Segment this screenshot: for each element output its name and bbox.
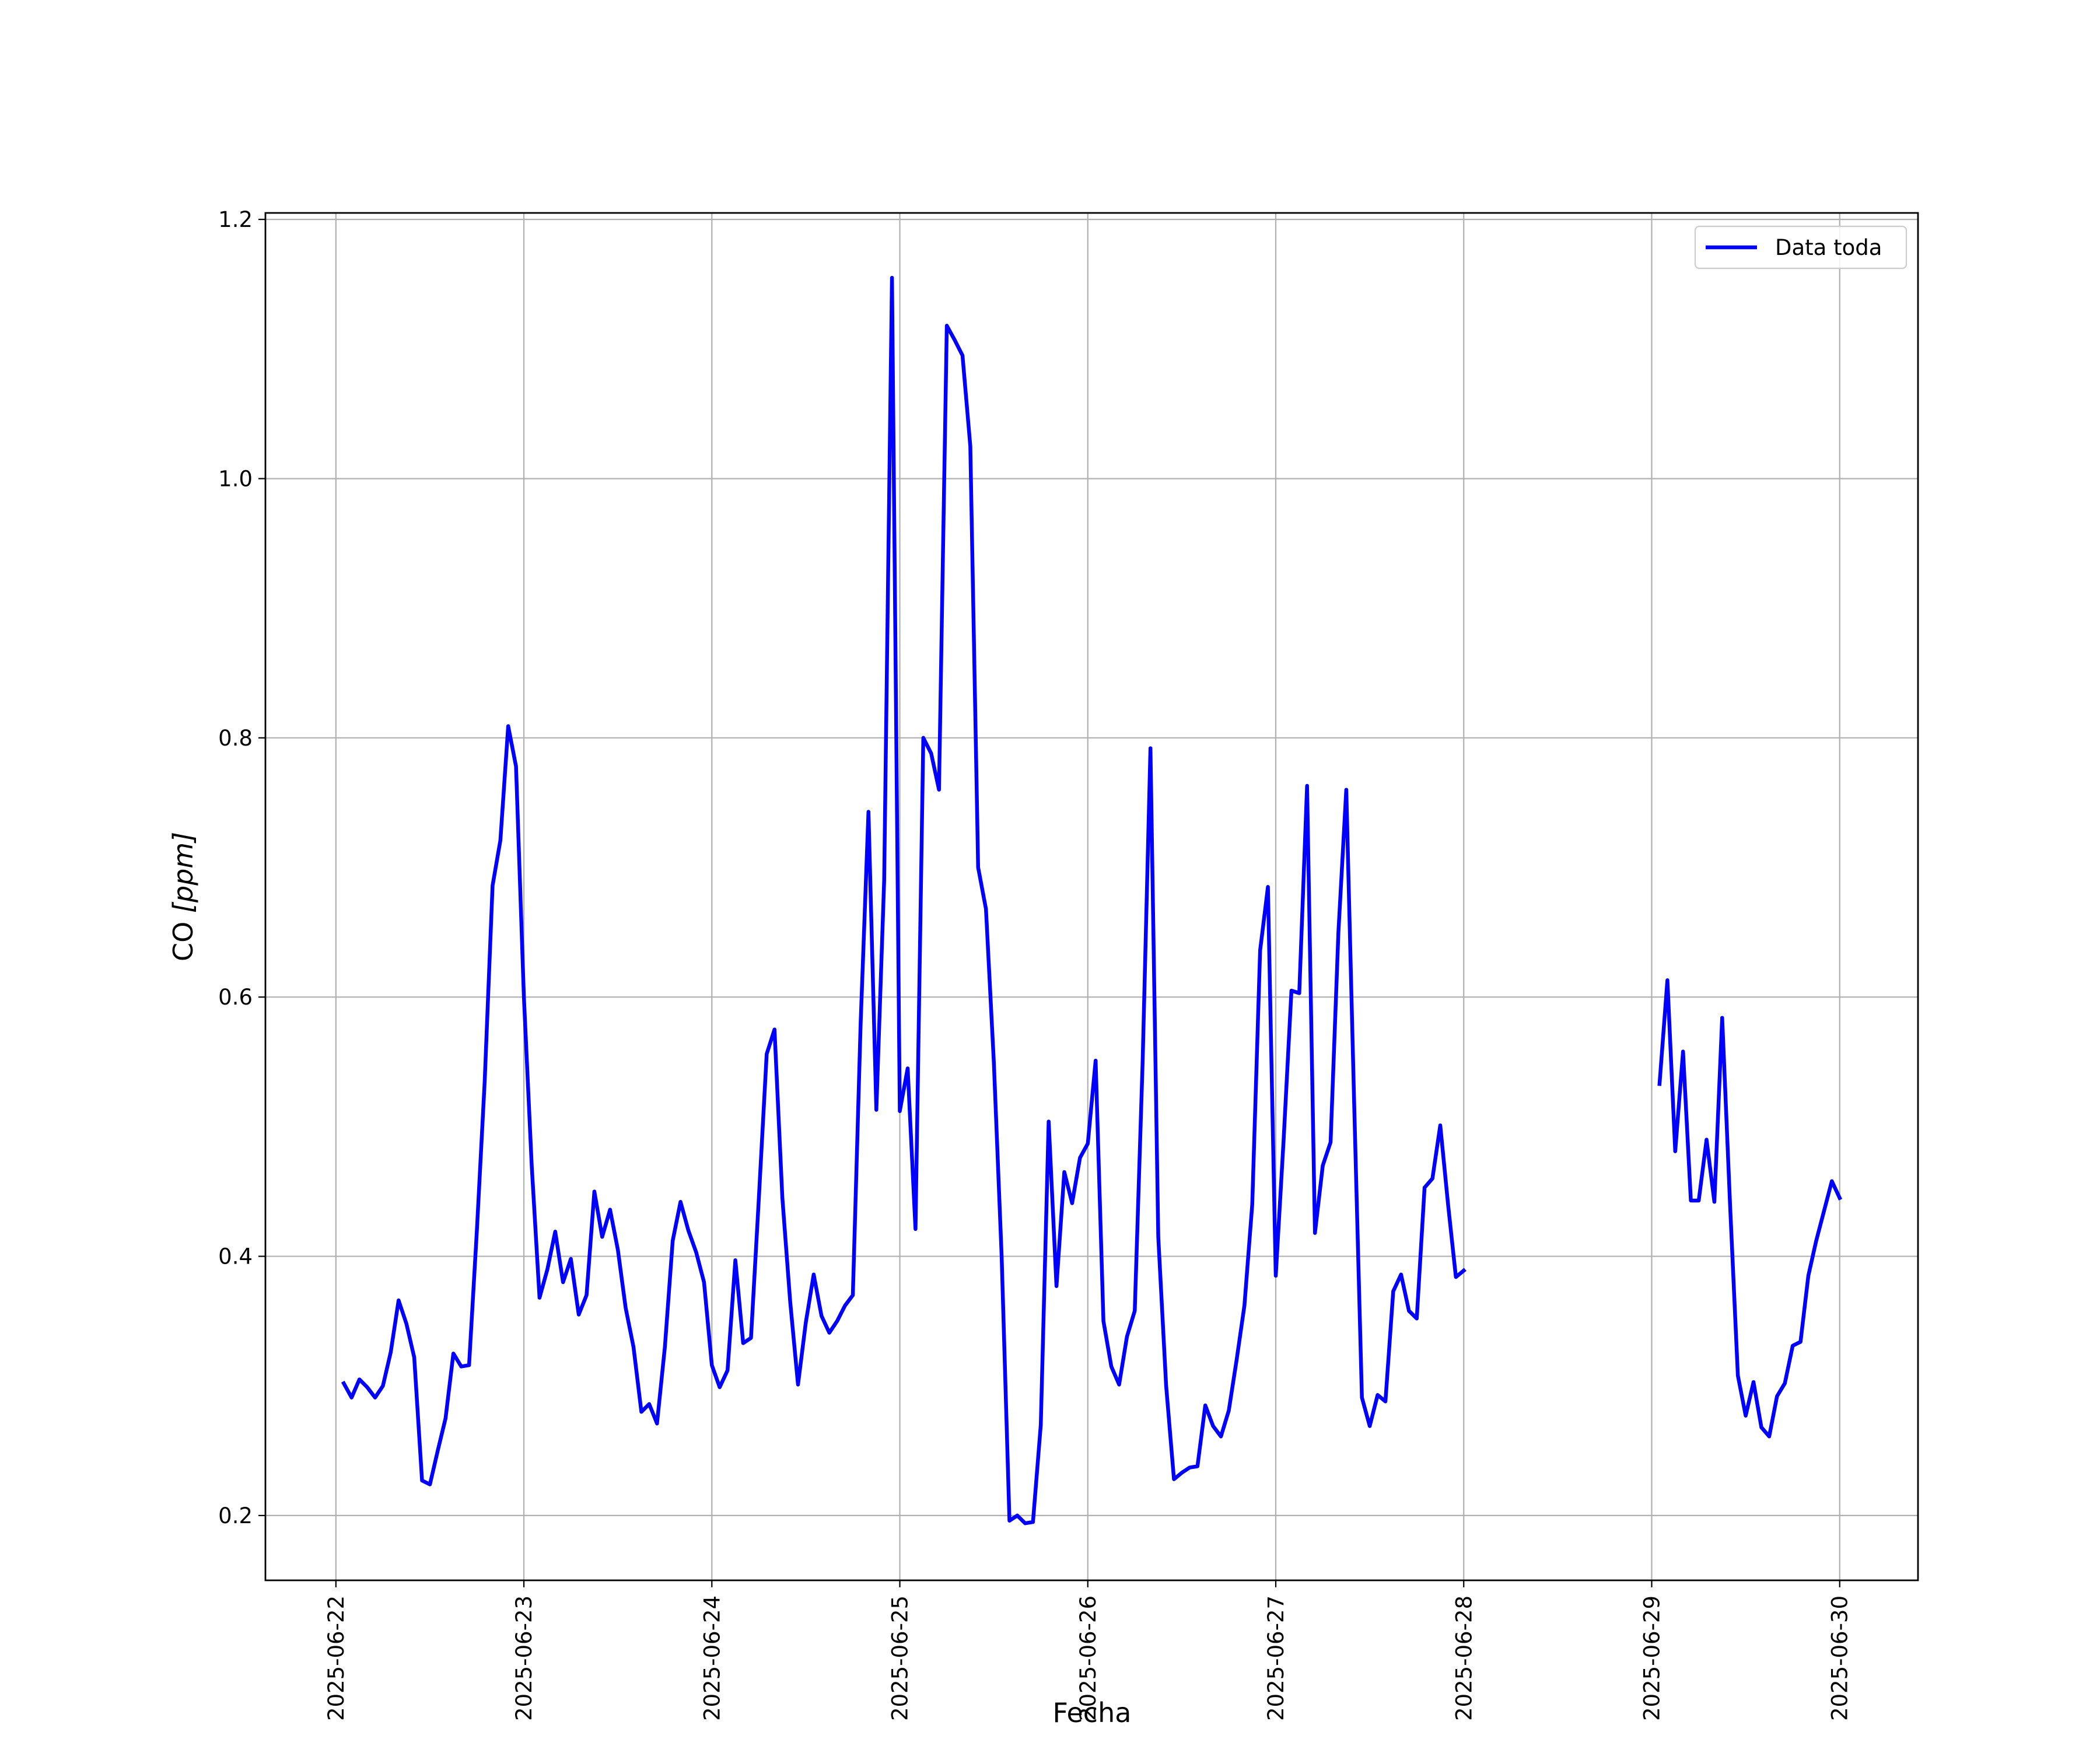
plot-frame	[264, 212, 1919, 1581]
axis-ticks: 0.2 0.4 0.6 0.8 1.0 1.2 2025-06-22 2025-06-23 20…	[218, 207, 1853, 1721]
grid-lines	[265, 213, 1918, 1580]
y-tick-label: 0.4	[218, 1244, 253, 1269]
y-tick-label: 1.2	[218, 207, 253, 232]
x-tick-label: 2025-06-26	[1076, 1595, 1101, 1721]
series-line-segment	[341, 275, 1466, 1525]
y-tick-label: 0.8	[218, 726, 253, 751]
y-axis-label-unit: [ppm]	[167, 832, 199, 913]
x-tick-label: 2025-06-30	[1828, 1595, 1853, 1721]
y-tick-label: 0.6	[218, 985, 253, 1010]
legend: Data toda	[1694, 225, 1908, 270]
series-line-segment	[1657, 978, 1843, 1439]
x-tick-label: 2025-06-22	[324, 1595, 349, 1721]
y-axis-label: CO [ppm]	[167, 832, 199, 961]
x-tick-label: 2025-06-25	[888, 1595, 913, 1721]
y-axis-label-plain: CO	[167, 913, 199, 961]
y-tick-label: 1.0	[218, 466, 253, 491]
x-axis-label: Fecha	[1053, 1697, 1132, 1728]
x-tick-label: 2025-06-24	[699, 1595, 724, 1721]
x-tick-label: 2025-06-27	[1264, 1595, 1289, 1721]
y-tick-label: 0.2	[218, 1503, 253, 1528]
x-tick-label: 2025-06-23	[512, 1595, 537, 1721]
x-tick-label: 2025-06-28	[1451, 1595, 1476, 1721]
series-layer	[341, 275, 1843, 1525]
x-tick-label: 2025-06-29	[1639, 1595, 1664, 1721]
legend-entry-label: Data toda	[1775, 235, 1882, 260]
legend-box	[1694, 225, 1908, 270]
